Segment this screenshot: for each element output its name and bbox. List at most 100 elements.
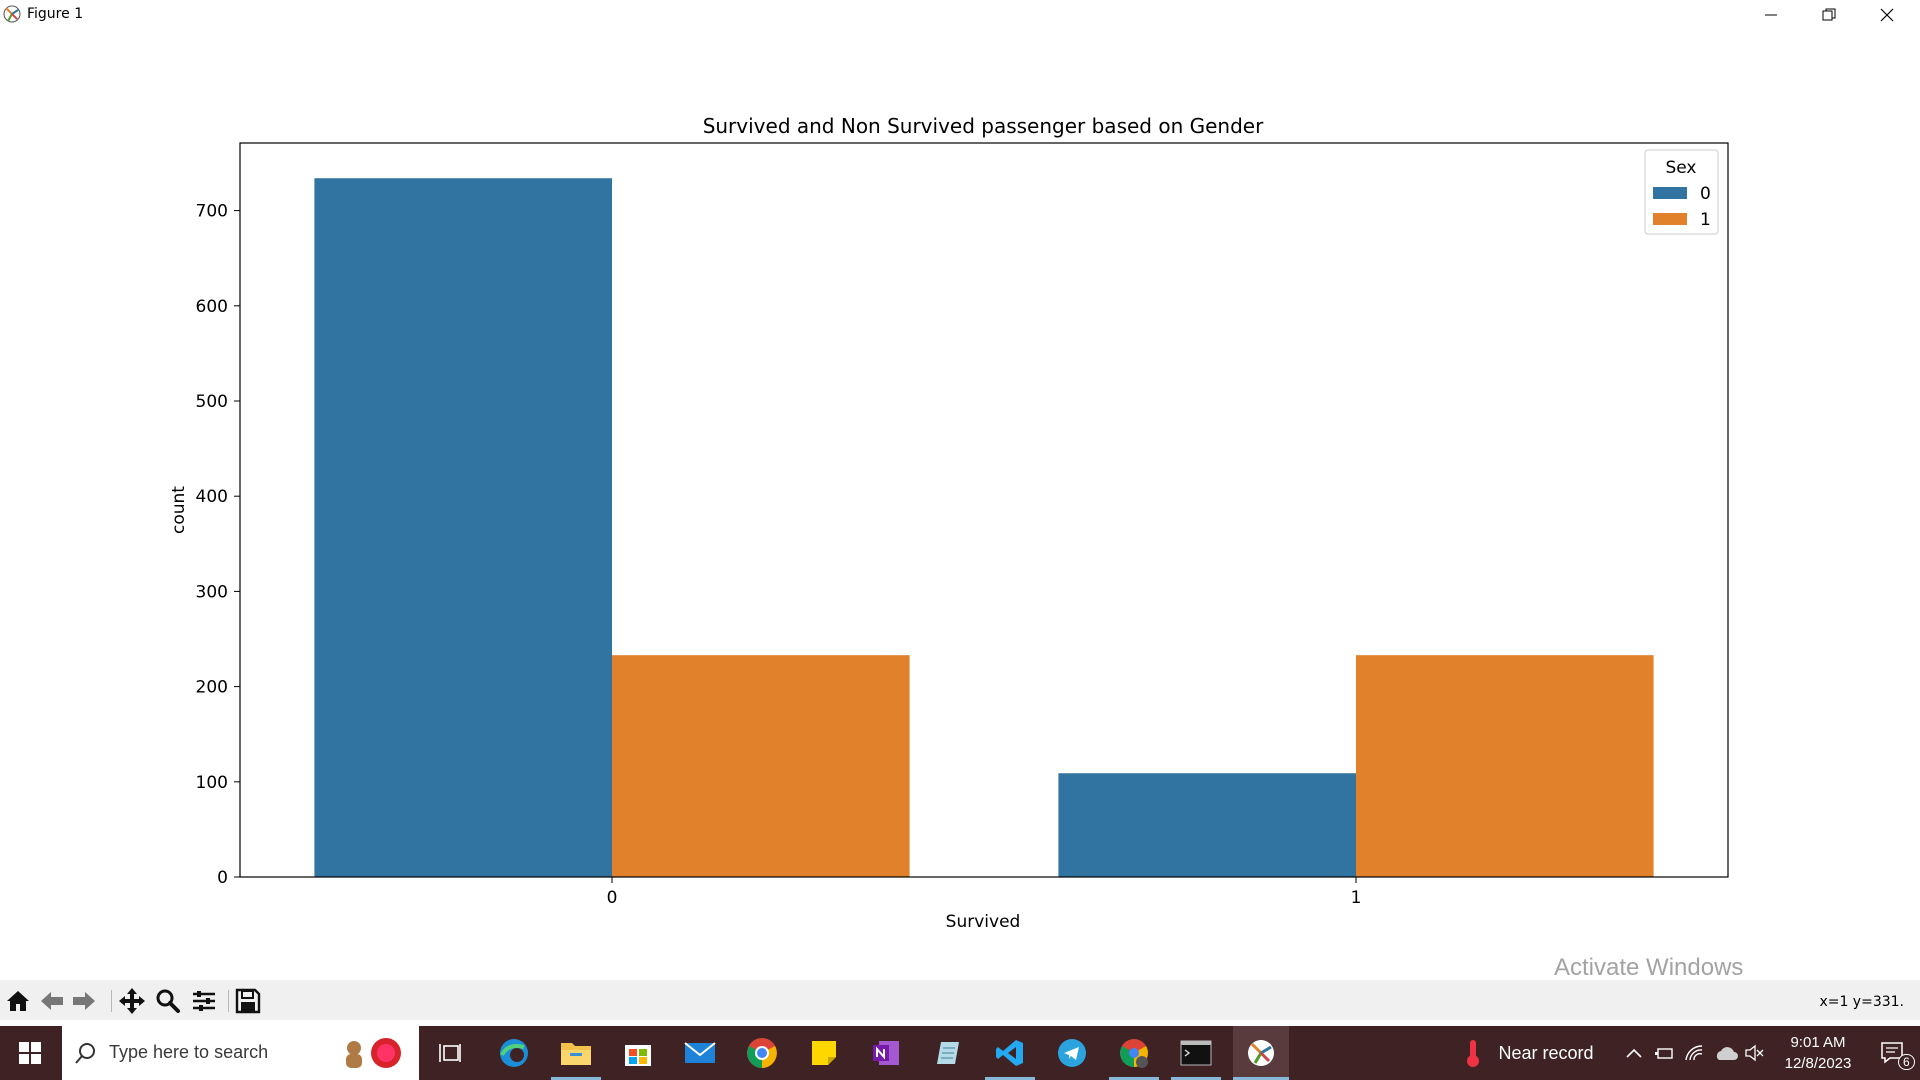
start-button[interactable]	[0, 1026, 60, 1080]
cursor-coordinates: x=1 y=331.	[1819, 994, 1904, 1010]
matplotlib-logo-icon	[3, 5, 21, 23]
bar-sex-0-survived-0	[314, 178, 612, 878]
close-icon	[1880, 8, 1894, 22]
mail-icon	[684, 1042, 716, 1063]
notification-center-button[interactable]: 6	[1870, 1026, 1916, 1080]
onedrive-button[interactable]	[1712, 1026, 1740, 1080]
legend-label: 0	[1700, 184, 1711, 204]
x-tick-label: 0	[607, 888, 618, 908]
move-icon	[119, 988, 145, 1014]
x-tick-label: 1	[1351, 888, 1362, 908]
wifi-icon	[1685, 1045, 1703, 1061]
sticky-notes-icon	[812, 1041, 836, 1065]
restore-button[interactable]	[1800, 0, 1858, 30]
y-tick-label: 300	[196, 582, 228, 602]
thermometer-icon	[1467, 1040, 1480, 1067]
y-tick-label: 200	[196, 678, 228, 698]
legend-swatch	[1653, 213, 1687, 225]
clock[interactable]: 9:01 AM 12/8/2023	[1770, 1026, 1866, 1080]
y-tick-label: 100	[196, 773, 228, 793]
taskbar-telegram[interactable]	[1047, 1026, 1097, 1080]
search-icon	[75, 1043, 95, 1064]
forward-button[interactable]	[70, 988, 98, 1014]
pan-button[interactable]	[118, 988, 146, 1014]
floppy-disk-icon	[235, 988, 261, 1014]
clock-time: 9:01 AM	[1790, 1034, 1846, 1051]
y-tick-label: 600	[196, 297, 228, 317]
legend-label: 1	[1700, 210, 1711, 230]
y-tick-label: 0	[217, 868, 228, 888]
restore-icon	[1822, 8, 1836, 21]
chart-title: Survived and Non Survived passenger base…	[703, 114, 1264, 138]
taskbar-chrome-profile[interactable]	[1109, 1026, 1159, 1080]
navigation-toolbar: x=1 y=331.	[0, 980, 1920, 1020]
battery-button[interactable]	[1652, 1026, 1676, 1080]
task-view-icon	[439, 1044, 461, 1062]
taskbar-edge[interactable]	[489, 1026, 539, 1080]
bar-sex-1-survived-1	[1356, 655, 1654, 877]
save-figure-button[interactable]	[234, 988, 262, 1014]
minimize-icon	[1765, 14, 1777, 16]
weather-widget[interactable]: Near record	[1458, 1026, 1598, 1080]
window-title: Figure 1	[27, 6, 84, 22]
minimize-button[interactable]	[1742, 0, 1800, 30]
running-indicator	[1233, 1077, 1289, 1080]
windows-taskbar: Type here to search	[0, 1026, 1920, 1080]
battery-icon	[1655, 1048, 1673, 1059]
taskbar-matplotlib[interactable]	[1233, 1026, 1289, 1080]
taskbar-store[interactable]	[613, 1026, 663, 1080]
weather-text: Near record	[1498, 1042, 1594, 1063]
configure-subplots-button[interactable]	[190, 988, 218, 1014]
search-highlight-icon	[346, 1038, 401, 1068]
close-button[interactable]	[1858, 0, 1916, 30]
taskbar-notepad[interactable]	[923, 1026, 973, 1080]
windows-logo-icon	[19, 1042, 41, 1064]
volume-button[interactable]	[1742, 1026, 1766, 1080]
back-button[interactable]	[38, 988, 66, 1014]
y-tick-label: 500	[196, 392, 228, 412]
onenote-icon	[873, 1041, 899, 1065]
bar-sex-0-survived-1	[1058, 773, 1356, 877]
edge-browser-icon	[500, 1039, 528, 1067]
speaker-muted-icon	[1745, 1044, 1764, 1062]
cloud-icon	[1716, 1047, 1738, 1060]
figure-canvas[interactable]: Survived and Non Survived passenger base…	[0, 30, 1920, 1007]
show-hidden-icons-button[interactable]	[1622, 1026, 1646, 1080]
chrome-profile-icon	[1120, 1039, 1148, 1068]
vscode-icon	[996, 1040, 1023, 1066]
plot-frame	[239, 142, 1729, 878]
arrow-right-icon	[73, 992, 95, 1010]
store-icon	[625, 1045, 651, 1066]
terminal-icon	[1180, 1040, 1212, 1066]
bar-chart: Survived and Non Survived passenger base…	[169, 114, 1729, 932]
taskbar-search[interactable]: Type here to search	[62, 1026, 419, 1080]
search-placeholder: Type here to search	[109, 1042, 269, 1062]
arrow-left-icon	[41, 992, 63, 1010]
toolbar-separator	[111, 990, 112, 1012]
taskbar-chrome[interactable]	[737, 1026, 787, 1080]
taskbar-onenote[interactable]	[861, 1026, 911, 1080]
clock-date: 12/8/2023	[1784, 1055, 1852, 1072]
x-axis-label: Survived	[946, 912, 1021, 932]
legend-swatch	[1653, 187, 1687, 199]
telegram-icon	[1058, 1039, 1086, 1067]
magnifier-icon	[156, 989, 180, 1013]
sliders-icon	[193, 991, 215, 1011]
zoom-button[interactable]	[154, 988, 182, 1014]
taskbar-mail[interactable]	[675, 1026, 725, 1080]
y-axis-label: count	[169, 486, 189, 534]
y-tick-label: 700	[196, 202, 228, 222]
taskbar-sticky-notes[interactable]	[799, 1026, 849, 1080]
home-button[interactable]	[4, 988, 32, 1014]
taskbar-terminal[interactable]	[1171, 1026, 1221, 1080]
running-indicator	[985, 1077, 1035, 1080]
y-tick-label: 400	[196, 487, 228, 507]
network-button[interactable]	[1682, 1026, 1706, 1080]
task-view-button[interactable]	[425, 1026, 475, 1080]
legend-title: Sex	[1665, 158, 1696, 178]
chevron-up-icon	[1626, 1048, 1642, 1058]
taskbar-file-explorer[interactable]	[551, 1026, 601, 1080]
matplotlib-taskbar-icon	[1248, 1040, 1274, 1066]
watermark-title: Activate Windows	[1554, 954, 1744, 981]
taskbar-vscode[interactable]	[985, 1026, 1035, 1080]
